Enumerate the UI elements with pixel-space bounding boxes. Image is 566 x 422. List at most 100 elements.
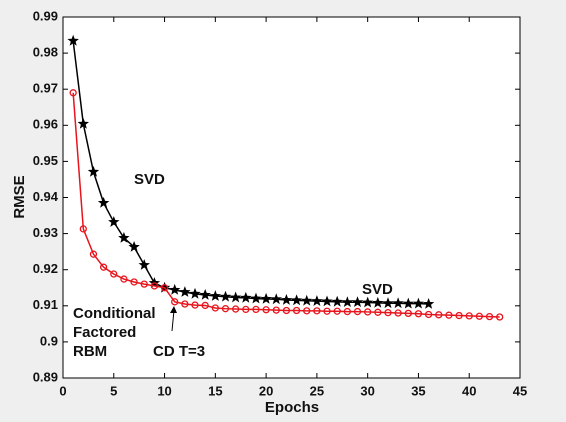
circle-marker bbox=[69, 89, 77, 97]
y-tick-label: 0.9 bbox=[40, 333, 58, 348]
circle-marker bbox=[140, 280, 148, 288]
circle-marker bbox=[221, 305, 230, 313]
circle-marker bbox=[455, 311, 463, 320]
x-tick-label: 35 bbox=[411, 383, 425, 398]
circle-marker bbox=[150, 282, 159, 290]
star-marker bbox=[422, 298, 435, 309]
x-tick-label: 40 bbox=[462, 383, 476, 398]
circle-marker bbox=[435, 311, 443, 319]
circle-marker bbox=[353, 307, 362, 316]
star-marker bbox=[341, 296, 354, 307]
x-tick-label: 10 bbox=[157, 383, 171, 398]
star-marker bbox=[189, 287, 201, 299]
star-marker bbox=[301, 294, 313, 306]
circle-marker bbox=[99, 263, 108, 271]
y-tick-label: 0.98 bbox=[33, 45, 58, 60]
circle-marker bbox=[303, 307, 311, 315]
circle-marker bbox=[384, 309, 392, 317]
star-marker bbox=[331, 295, 343, 307]
circle-marker bbox=[211, 304, 219, 312]
star-marker bbox=[260, 292, 272, 304]
y-tick-label: 0.94 bbox=[33, 189, 59, 204]
x-tick-label: 15 bbox=[208, 383, 222, 398]
x-tick-label: 30 bbox=[360, 383, 374, 398]
circle-marker bbox=[79, 225, 87, 233]
circle-marker bbox=[191, 301, 199, 309]
circle-marker bbox=[292, 306, 301, 315]
y-tick-label: 0.89 bbox=[33, 369, 58, 384]
circle-marker bbox=[242, 305, 250, 314]
circle-marker bbox=[364, 308, 372, 316]
star-marker bbox=[250, 292, 262, 304]
star-marker bbox=[362, 296, 374, 308]
annotation: Factored bbox=[73, 324, 136, 341]
circle-marker bbox=[160, 284, 169, 292]
plot-area bbox=[62, 16, 521, 379]
circle-marker bbox=[120, 275, 128, 283]
annotation: RBM bbox=[73, 343, 107, 360]
star-marker bbox=[321, 295, 333, 307]
circle-marker bbox=[110, 270, 118, 278]
star-marker bbox=[311, 295, 323, 306]
x-tick-label: 5 bbox=[110, 383, 117, 398]
circle-marker bbox=[252, 305, 260, 314]
x-tick-label: 25 bbox=[310, 383, 324, 398]
y-tick-label: 0.95 bbox=[33, 153, 58, 168]
annotation: Conditional bbox=[73, 305, 156, 322]
star-marker bbox=[209, 290, 221, 301]
star-marker bbox=[382, 297, 394, 309]
star-marker bbox=[280, 294, 293, 305]
circle-marker bbox=[323, 307, 331, 315]
star-marker bbox=[229, 291, 242, 303]
star-marker bbox=[412, 297, 425, 309]
circle-marker bbox=[424, 310, 433, 319]
x-tick-label: 20 bbox=[259, 383, 273, 398]
circle-marker bbox=[181, 300, 189, 308]
circle-marker bbox=[201, 301, 209, 310]
circle-marker bbox=[333, 307, 341, 315]
star-marker bbox=[138, 259, 150, 270]
star-marker bbox=[118, 231, 130, 243]
annotation: SVD bbox=[134, 171, 165, 188]
star-marker bbox=[351, 296, 364, 307]
circle-marker bbox=[313, 307, 321, 315]
circle-marker bbox=[282, 306, 291, 315]
circle-marker bbox=[465, 312, 473, 320]
star-marker bbox=[108, 216, 120, 227]
circle-marker bbox=[374, 308, 382, 316]
circle-marker bbox=[485, 312, 494, 321]
star-marker bbox=[402, 297, 414, 309]
y-tick-label: 0.96 bbox=[33, 117, 58, 132]
star-marker bbox=[87, 165, 100, 177]
y-tick-label: 0.91 bbox=[33, 297, 58, 312]
x-axis-label: Epochs bbox=[265, 399, 319, 416]
star-marker bbox=[169, 283, 181, 295]
series-line bbox=[72, 92, 500, 318]
circle-marker bbox=[231, 305, 240, 313]
star-marker bbox=[392, 297, 404, 309]
x-tick-label: 45 bbox=[513, 383, 527, 398]
star-marker bbox=[219, 290, 232, 302]
circle-marker bbox=[89, 250, 98, 258]
star-marker bbox=[179, 286, 191, 297]
arrow-head bbox=[170, 306, 177, 313]
star-marker bbox=[67, 34, 79, 46]
circle-marker bbox=[130, 278, 138, 286]
y-tick-label: 0.99 bbox=[33, 8, 58, 23]
star-marker bbox=[77, 117, 89, 129]
circle-marker bbox=[394, 309, 402, 317]
circle-marker bbox=[262, 306, 270, 314]
y-tick-label: 0.92 bbox=[33, 261, 58, 276]
circle-marker bbox=[404, 309, 412, 318]
star-marker bbox=[372, 296, 384, 308]
y-tick-label: 0.93 bbox=[33, 225, 58, 240]
star-marker bbox=[97, 196, 110, 208]
annotation-arrow bbox=[171, 309, 175, 332]
circle-marker bbox=[475, 312, 484, 320]
x-tick-label: 0 bbox=[59, 383, 66, 398]
annotation: CD T=3 bbox=[153, 343, 205, 360]
circle-marker bbox=[343, 307, 352, 316]
circle-marker bbox=[445, 311, 453, 319]
annotation: SVD bbox=[362, 281, 393, 298]
